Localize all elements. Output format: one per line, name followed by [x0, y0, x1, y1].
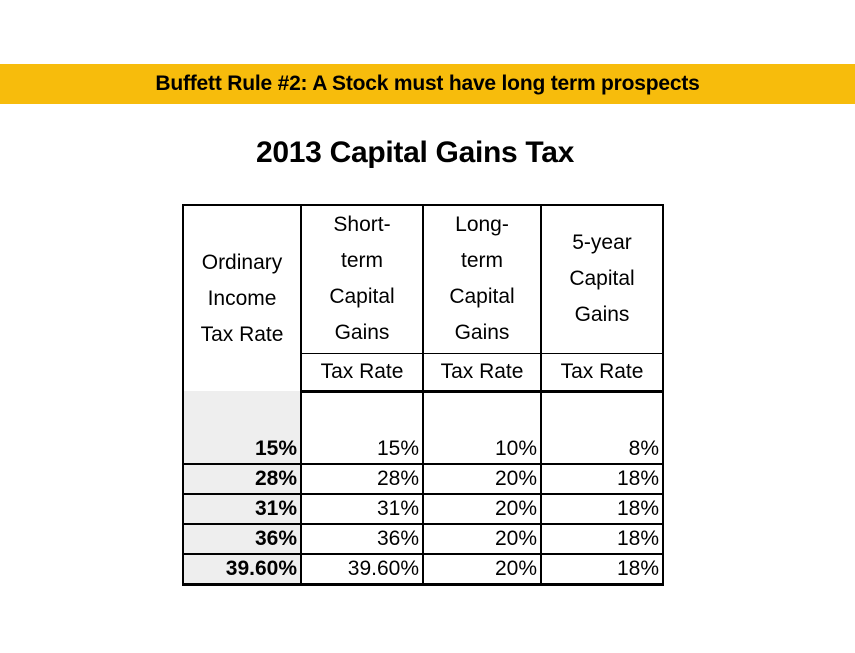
capital-gains-table: Ordinary Income Tax Rate Short- term Cap… — [182, 204, 664, 586]
cell-ordinary-rate: 28% — [182, 464, 302, 495]
cell-five-year-rate: 8% — [540, 435, 664, 465]
table-row: 15% 15% 10% 8% — [182, 435, 664, 465]
table-spacer-row — [182, 391, 664, 435]
cell-five-year-rate: 18% — [540, 524, 664, 555]
cell-short-term-rate: 39.60% — [300, 554, 424, 586]
header-five-year: 5-year Capital Gains — [540, 204, 664, 353]
table-header-row: Ordinary Income Tax Rate Short- term Cap… — [182, 204, 664, 391]
table-row: 36% 36% 20% 18% — [182, 524, 664, 555]
subheader-short-term: Tax Rate — [300, 352, 424, 393]
header-long-term: Long- term Capital Gains — [422, 204, 542, 353]
subheader-five-year: Tax Rate — [540, 352, 664, 393]
cell-short-term-rate: 28% — [300, 464, 424, 495]
cell-long-term-rate: 20% — [422, 554, 542, 586]
cell-short-term-rate: 36% — [300, 524, 424, 555]
cell-five-year-rate: 18% — [540, 554, 664, 586]
table-row: 39.60% 39.60% 20% 18% — [182, 554, 664, 586]
header-short-term: Short- term Capital Gains — [300, 204, 424, 353]
cell-long-term-rate: 20% — [422, 494, 542, 525]
cell-five-year-rate: 18% — [540, 494, 664, 525]
cell-ordinary-rate: 36% — [182, 524, 302, 555]
slide-title: 2013 Capital Gains Tax — [256, 136, 574, 169]
cell-long-term-rate: 20% — [422, 464, 542, 495]
header-ordinary-income: Ordinary Income Tax Rate — [182, 204, 302, 391]
rule-banner: Buffett Rule #2: A Stock must have long … — [0, 64, 855, 104]
cell-long-term-rate: 20% — [422, 524, 542, 555]
subheader-long-term: Tax Rate — [422, 352, 542, 393]
cell-ordinary-rate: 31% — [182, 494, 302, 525]
cell-five-year-rate: 18% — [540, 464, 664, 495]
table-row: 28% 28% 20% 18% — [182, 464, 664, 495]
cell-ordinary-rate: 39.60% — [182, 554, 302, 586]
cell-long-term-rate: 10% — [422, 435, 542, 465]
table-subheader-row: Tax Rate Tax Rate Tax Rate — [183, 352, 664, 393]
banner-text: Buffett Rule #2: A Stock must have long … — [155, 72, 700, 95]
table-row: 31% 31% 20% 18% — [182, 494, 664, 525]
cell-short-term-rate: 31% — [300, 494, 424, 525]
cell-short-term-rate: 15% — [300, 435, 424, 465]
cell-ordinary-rate: 15% — [182, 435, 302, 465]
